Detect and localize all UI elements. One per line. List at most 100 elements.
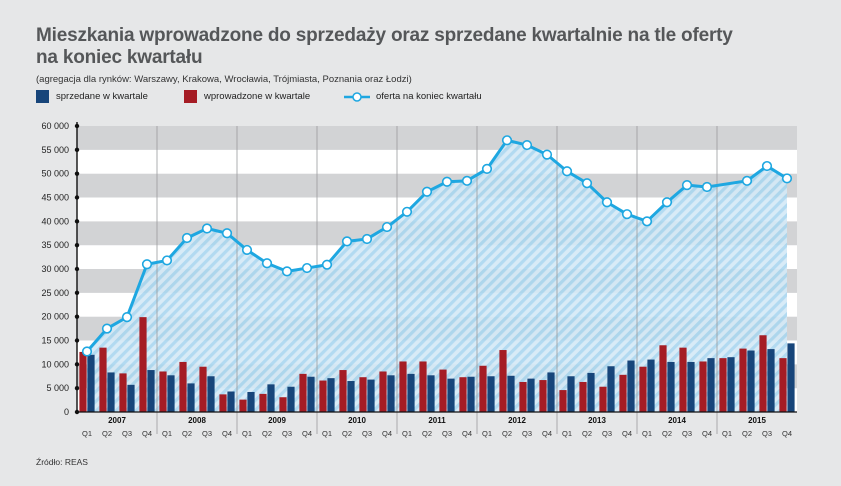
quarter-label: Q4 (702, 429, 712, 438)
quarter-label: Q3 (202, 429, 212, 438)
quarter-label: Q3 (682, 429, 692, 438)
bar-sold (767, 349, 775, 412)
legend-label-sold: sprzedane w kwartale (56, 91, 148, 102)
quarter-label: Q4 (142, 429, 152, 438)
y-tick-label: 35 000 (41, 240, 69, 250)
bar-sold (607, 366, 615, 412)
bar-introduced (539, 380, 547, 412)
offer-point (261, 258, 273, 269)
offer-point (281, 266, 293, 277)
offer-point (161, 255, 173, 266)
grid-band (77, 149, 797, 174)
quarter-label: Q4 (542, 429, 552, 438)
chart-subtitle: (agregacja dla rynków: Warszawy, Krakowa… (36, 74, 412, 85)
legend-line-offer-icon (344, 92, 370, 102)
y-tick-label: 0 (64, 407, 69, 417)
bar-introduced (659, 345, 667, 412)
bar-sold (527, 378, 535, 412)
quarter-label: Q1 (322, 429, 332, 438)
bar-introduced (199, 366, 207, 412)
year-label: 2011 (428, 416, 446, 425)
quarter-label: Q2 (662, 429, 672, 438)
bar-introduced (219, 394, 227, 412)
quarter-label: Q2 (582, 429, 592, 438)
quarter-label: Q3 (122, 429, 132, 438)
legend-label-introduced: wprowadzone w kwartale (204, 91, 311, 102)
bar-sold (167, 375, 175, 412)
bar-sold (487, 376, 495, 412)
chart-title: Mieszkania wprowadzone do sprzedaży oraz… (36, 25, 733, 68)
bar-sold (107, 372, 115, 412)
quarter-label: Q3 (522, 429, 532, 438)
offer-point (121, 312, 133, 323)
quarter-label: Q4 (302, 429, 312, 438)
chart-source: Źródło: REAS (36, 457, 88, 467)
grid-band (77, 126, 797, 150)
year-label: 2008 (188, 416, 206, 425)
offer-point (321, 259, 333, 270)
quarter-label: Q1 (722, 429, 732, 438)
bar-sold (647, 359, 655, 412)
bar-introduced (559, 390, 567, 412)
offer-point (341, 236, 353, 247)
bar-introduced (259, 393, 267, 412)
offer-point (501, 135, 513, 146)
y-tick-label: 45 000 (41, 193, 69, 203)
quarter-label: Q4 (782, 429, 792, 438)
bar-introduced (459, 377, 467, 412)
bar-introduced (739, 348, 747, 412)
bar-introduced (579, 381, 587, 412)
bar-introduced (79, 351, 87, 412)
bar-introduced (599, 386, 607, 412)
bar-introduced (319, 380, 327, 412)
y-tick-label: 25 000 (41, 288, 69, 298)
bar-sold (187, 383, 195, 412)
quarter-label: Q1 (242, 429, 252, 438)
bar-introduced (699, 361, 707, 412)
bar-introduced (759, 335, 767, 412)
bar-introduced (399, 361, 407, 412)
offer-point (781, 173, 793, 184)
quarter-label: Q3 (602, 429, 612, 438)
quarter-label: Q2 (742, 429, 752, 438)
y-tick-label: 10 000 (41, 359, 69, 369)
y-tick-label: 55 000 (41, 145, 69, 155)
bar-introduced (119, 373, 127, 412)
offer-point (101, 323, 113, 334)
quarter-label: Q1 (402, 429, 412, 438)
year-label: 2013 (588, 416, 606, 425)
quarter-label: Q1 (162, 429, 172, 438)
y-tick-label: 20 000 (41, 312, 69, 322)
bar-introduced (719, 358, 727, 412)
offer-point (381, 221, 393, 233)
bar-sold (587, 372, 595, 412)
offer-point (141, 259, 153, 270)
offer-point (181, 232, 193, 244)
offer-point (561, 166, 573, 177)
bar-sold (207, 376, 215, 412)
bar-sold (707, 358, 715, 412)
y-tick-label: 40 000 (41, 216, 69, 226)
offer-point (461, 175, 473, 186)
quarter-label: Q1 (82, 429, 92, 438)
bar-sold (227, 391, 235, 412)
offer-point (661, 197, 673, 208)
quarter-label: Q2 (102, 429, 112, 438)
bar-sold (307, 376, 315, 412)
bar-sold (687, 361, 695, 412)
bar-introduced (299, 373, 307, 412)
y-tick-label: 15 000 (41, 336, 69, 346)
year-label: 2010 (348, 416, 366, 425)
bar-introduced (359, 377, 367, 412)
year-label: 2009 (268, 416, 286, 425)
quarter-label: Q1 (482, 429, 492, 438)
legend-swatch-sold (36, 90, 49, 103)
bar-sold (407, 373, 415, 412)
quarter-label: Q3 (762, 429, 772, 438)
offer-point (401, 206, 413, 217)
quarter-label: Q2 (422, 429, 432, 438)
year-label: 2014 (668, 416, 686, 425)
bar-introduced (139, 317, 147, 412)
bar-sold (747, 350, 755, 412)
quarter-label: Q3 (282, 429, 292, 438)
